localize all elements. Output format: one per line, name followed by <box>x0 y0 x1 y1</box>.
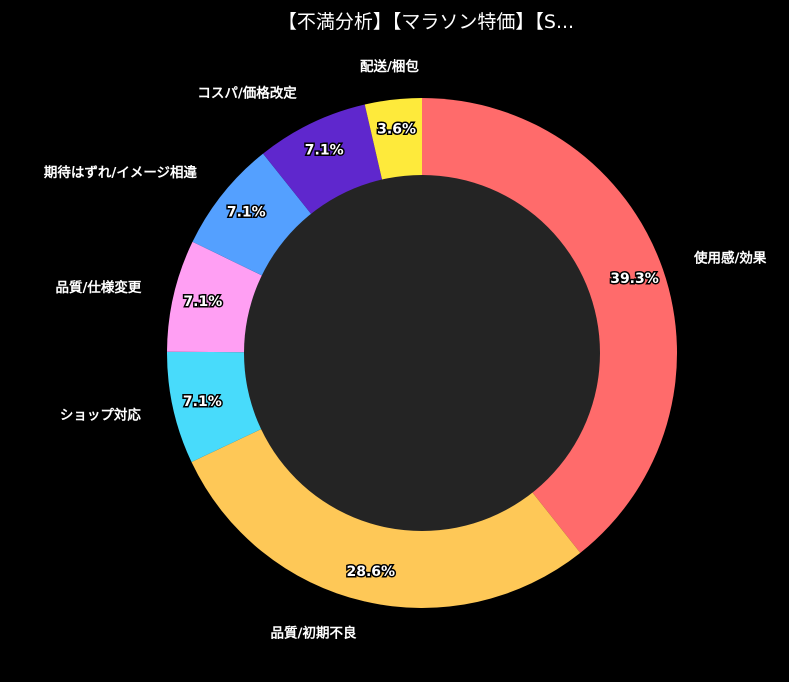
slice-category-label: 品質/仕様変更 <box>56 279 142 296</box>
slice-percentage-label: 28.6% <box>347 564 396 580</box>
slice-percentage-label: 39.3% <box>610 271 659 287</box>
slice-percentage-label: 7.1% <box>305 142 344 158</box>
slice-category-label: 使用感/効果 <box>693 249 767 266</box>
percentage-labels: 39.3% 28.6% 7.1% 7.1% 7.1% 7.1% 3.6% <box>181 120 660 582</box>
slice-category-label: コスパ/価格改定 <box>197 85 297 102</box>
slice-category-label: 期待はずれ/イメージ相違 <box>44 164 198 181</box>
slice-percentage-label: 7.1% <box>183 294 222 310</box>
slice-percentage-label: 3.6% <box>377 121 416 137</box>
slice-percentage-label: 7.1% <box>183 394 222 410</box>
chart-title: 【不満分析】【マラソン特価】【S... <box>278 11 574 33</box>
slice-category-label: ショップ対応 <box>60 406 141 423</box>
slice-percentage-label: 7.1% <box>227 204 266 220</box>
slice-category-label: 品質/初期不良 <box>271 624 357 641</box>
slice-category-label: 配送/梱包 <box>360 58 419 75</box>
donut-hole <box>244 175 600 531</box>
